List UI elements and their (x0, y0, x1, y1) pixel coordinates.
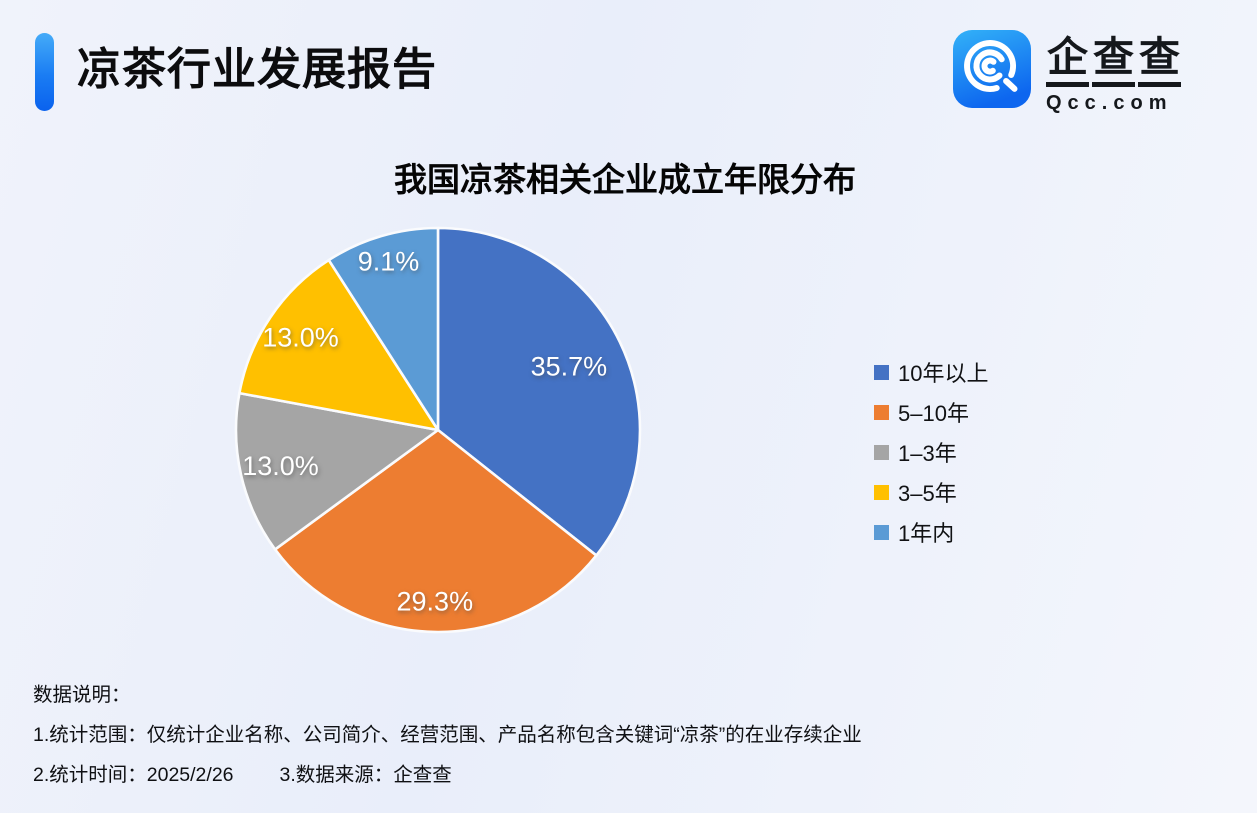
legend-swatch-icon (874, 484, 889, 500)
legend-label: 5–10年 (898, 401, 969, 426)
title-accent-bar (35, 33, 54, 111)
notes-meta-line: 2.统计时间：2025/2/26 3.数据来源：企查查 (33, 764, 862, 786)
stat-time: 2.统计时间：2025/2/26 (33, 764, 234, 786)
brand-name-char: 查 (1138, 37, 1181, 87)
legend-item-2: 1–3年 (874, 440, 988, 466)
legend-label: 1年内 (898, 521, 955, 546)
data-source: 3.数据来源：企查查 (279, 764, 452, 786)
pie-slice-1 (273, 428, 598, 634)
notes-block: 数据说明： 1.统计范围：仅统计企业名称、公司简介、经营范围、产品名称包含关键词… (33, 684, 862, 806)
legend-item-0: 10年以上 (874, 360, 988, 386)
pie-chart: 35.7% 29.3% 13.0% 13.0% 9.1% (234, 226, 642, 634)
pie-slice-4 (327, 226, 440, 432)
brand-name-char: 企 (1046, 37, 1089, 87)
legend-swatch-icon (874, 444, 889, 460)
notes-heading: 数据说明： (33, 684, 131, 706)
brand-logo: 企查查 Qcc.com (953, 30, 1184, 115)
legend-label: 10年以上 (898, 361, 989, 386)
brand-domain: Qcc.com (1046, 92, 1173, 114)
brand-name: 企查查 (1046, 37, 1184, 87)
legend-swatch-icon (874, 364, 889, 380)
legend-swatch-icon (874, 524, 889, 540)
brand-name-char: 查 (1092, 37, 1135, 87)
report-title: 凉茶行业发展报告 (77, 45, 437, 94)
pie-slice-3 (238, 258, 440, 432)
pie-slice-label-1: 29.3% (397, 587, 474, 617)
pie-slice-2 (234, 391, 440, 551)
legend-label: 3–5年 (898, 481, 957, 506)
pie-slice-label-2: 13.0% (242, 451, 319, 481)
legend-item-1: 5–10年 (874, 400, 988, 426)
legend-label: 1–3年 (898, 441, 957, 466)
legend-swatch-icon (874, 404, 889, 420)
chart-legend: 10年以上 5–10年 1–3年 3–5年 1年内 (874, 360, 988, 560)
qcc-magnifier-q-icon (953, 30, 1031, 108)
pie-slice-label-4: 9.1% (358, 246, 420, 276)
notes-scope-line: 1.统计范围：仅统计企业名称、公司简介、经营范围、产品名称包含关键词“凉茶”的在… (33, 724, 862, 746)
pie-slice-label-3: 13.0% (262, 323, 339, 353)
legend-item-3: 3–5年 (874, 480, 988, 506)
legend-item-4: 1年内 (874, 520, 988, 546)
pie-slice-label-0: 35.7% (531, 352, 608, 382)
chart-title: 我国凉茶相关企业成立年限分布 (394, 161, 856, 198)
brand-text: 企查查 Qcc.com (1046, 30, 1184, 115)
pie-slice-0 (436, 226, 642, 557)
